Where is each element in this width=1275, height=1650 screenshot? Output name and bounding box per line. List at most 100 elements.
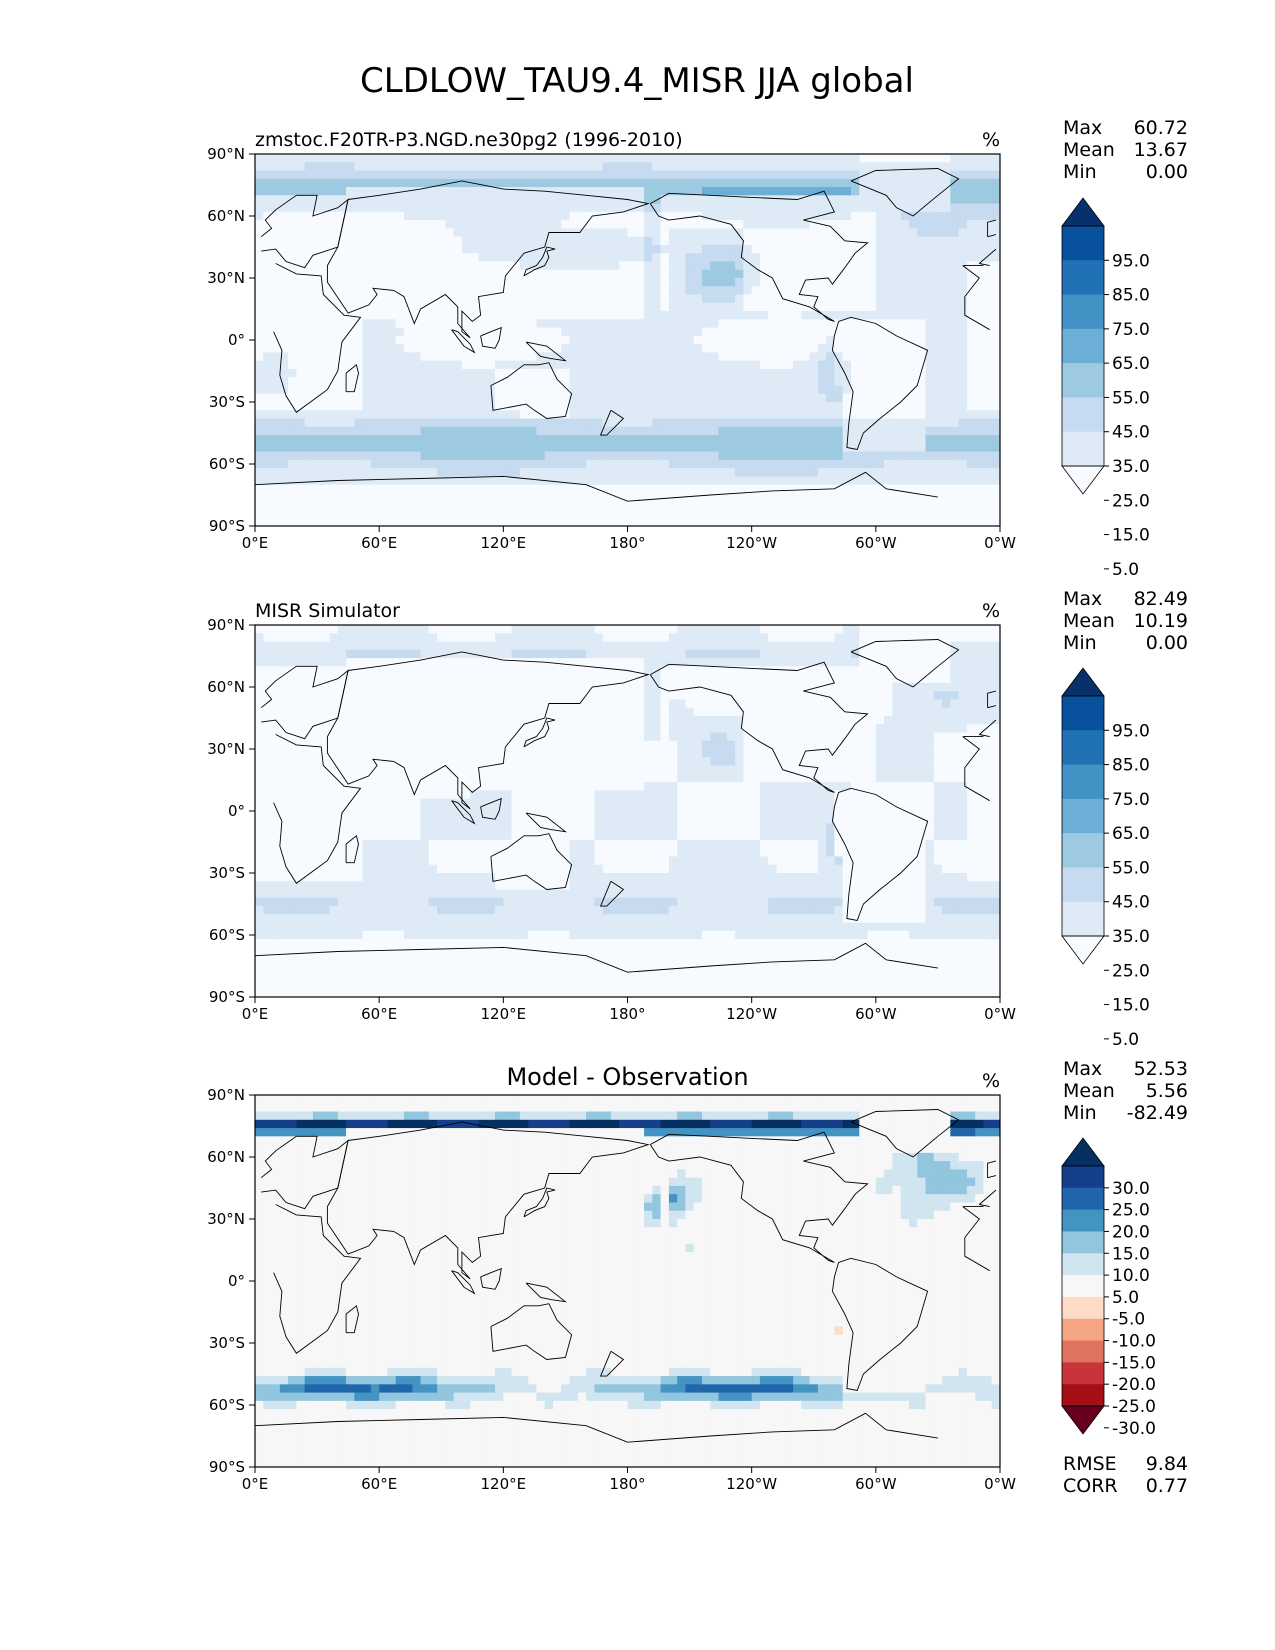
field-cell: [942, 517, 951, 526]
field-cell: [437, 269, 446, 279]
field-cell: [834, 368, 844, 378]
field-cell: [470, 699, 480, 709]
field-cell: [470, 641, 480, 651]
field-cell: [304, 286, 314, 296]
field-cell: [834, 154, 844, 163]
field-cell: [511, 691, 521, 700]
field-cell: [759, 377, 769, 387]
field-cell: [950, 269, 960, 279]
field-cell: [644, 674, 653, 684]
field-cell: [801, 302, 811, 312]
field-cell: [710, 154, 720, 163]
field-cell: [610, 360, 620, 370]
field-cell: [718, 286, 728, 296]
field-cell: [610, 253, 620, 263]
field-cell: [296, 195, 306, 205]
field-cell: [892, 253, 902, 263]
field-cell: [635, 195, 645, 205]
field-cell: [329, 666, 339, 676]
field-cell: [379, 195, 389, 205]
field-cell: [519, 393, 529, 403]
field-cell: [329, 402, 339, 411]
field-cell: [950, 476, 960, 486]
field-cell: [461, 691, 471, 700]
field-cell: [726, 302, 736, 312]
field-cell: [942, 402, 951, 411]
field-cell: [279, 228, 289, 238]
field-cell: [801, 187, 811, 196]
field-cell: [370, 674, 380, 684]
field-cell: [892, 178, 902, 188]
field-cell: [279, 368, 289, 378]
field-cell: [900, 236, 910, 246]
field-cell: [536, 418, 546, 428]
field-cell: [892, 633, 902, 643]
field-cell: [834, 335, 844, 345]
field-cell: [677, 203, 687, 213]
field-cell: [768, 484, 778, 494]
field-cell: [536, 468, 546, 477]
field-cell: [702, 211, 711, 221]
field-cell: [892, 393, 902, 403]
field-cell: [370, 435, 380, 444]
field-cell: [668, 211, 678, 221]
field-cell: [726, 476, 736, 486]
field-cell: [271, 368, 281, 378]
field-cell: [519, 468, 529, 477]
field-cell: [503, 641, 513, 651]
field-cell: [329, 459, 339, 469]
field-cell: [354, 377, 364, 387]
field-cell: [437, 352, 446, 362]
field-cell: [635, 319, 645, 329]
field-cell: [875, 426, 885, 436]
field-cell: [702, 178, 711, 188]
field-cell: [826, 154, 836, 163]
field-cell: [635, 658, 645, 667]
field-cell: [321, 691, 331, 700]
field-cell: [470, 393, 480, 403]
field-cell: [420, 509, 430, 519]
colorbar-segment: [1062, 431, 1104, 467]
field-cell: [710, 649, 720, 659]
field-cell: [586, 682, 595, 692]
field-cell: [685, 476, 695, 486]
field-cell: [892, 658, 902, 667]
field-cell: [536, 269, 546, 279]
field-cell: [586, 187, 595, 196]
field-cell: [553, 625, 562, 634]
field-cell: [842, 649, 852, 659]
field-cell: [644, 294, 653, 304]
field-cell: [379, 625, 389, 634]
field-cell: [420, 459, 430, 469]
field-cell: [917, 633, 927, 643]
field-cell: [851, 352, 860, 362]
field-cell: [569, 261, 579, 271]
field-cell: [329, 327, 339, 337]
field-cell: [586, 633, 595, 643]
field-cell: [511, 203, 521, 213]
field-cell: [743, 253, 753, 263]
field-cell: [321, 509, 331, 519]
field-cell: [577, 393, 587, 403]
field-cell: [784, 335, 794, 345]
field-cell: [346, 691, 355, 700]
field-cell: [875, 170, 885, 180]
field-cell: [263, 311, 273, 320]
field-cell: [635, 682, 645, 692]
field-cell: [296, 170, 306, 180]
field-cell: [528, 187, 538, 196]
field-cell: [826, 261, 836, 271]
field-cell: [975, 426, 985, 436]
field-cell: [784, 352, 794, 362]
field-cell: [288, 162, 297, 172]
field-cell: [627, 699, 637, 709]
field-cell: [619, 327, 629, 337]
field-cell: [577, 261, 587, 271]
field-cell: [751, 443, 761, 453]
field-cell: [346, 641, 355, 651]
field-cell: [395, 410, 405, 420]
field-cell: [892, 476, 902, 486]
field-cell: [511, 294, 521, 304]
field-cell: [933, 658, 943, 667]
field-cell: [528, 633, 538, 643]
